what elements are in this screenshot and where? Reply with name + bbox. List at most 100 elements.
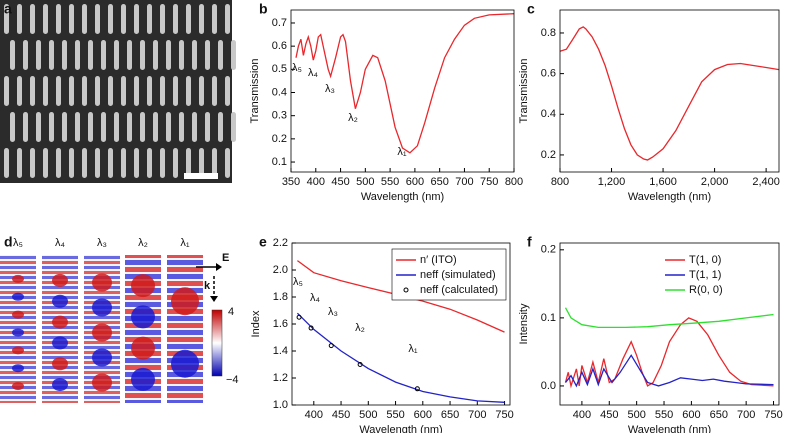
pillar — [173, 148, 178, 178]
pillar — [121, 76, 126, 106]
legend-label: neff (calculated) — [420, 284, 498, 296]
x-tick-label: 550 — [655, 409, 673, 421]
line-series — [295, 13, 515, 154]
legend-label: n′ (ITO) — [420, 254, 457, 266]
data-point — [328, 343, 334, 349]
pillar — [43, 148, 48, 178]
y-axis-label: Index — [250, 310, 262, 337]
field-lobe — [52, 273, 68, 287]
pillar — [231, 112, 236, 142]
pillar — [199, 76, 204, 106]
pillar — [173, 76, 178, 106]
field-lobe — [92, 323, 112, 342]
sem-background — [0, 0, 232, 183]
pillar — [186, 148, 191, 178]
y-tick-label: 0.5 — [272, 63, 287, 75]
pillar — [147, 148, 152, 178]
panel-label: b — [259, 1, 268, 17]
y-tick-label: 0.8 — [541, 27, 556, 39]
pillar — [192, 40, 197, 70]
x-tick-label: 700 — [468, 409, 486, 421]
pillar — [134, 4, 139, 34]
pillar — [205, 112, 210, 142]
x-tick-label: 500 — [359, 409, 377, 421]
panel-label: e — [259, 234, 267, 250]
pillar — [10, 40, 15, 70]
pillar — [140, 112, 145, 142]
pillar — [173, 4, 178, 34]
legend-label: neff (simulated) — [420, 269, 496, 281]
field-label: λ₁ — [180, 237, 190, 249]
pillar — [101, 40, 106, 70]
pillar — [30, 76, 35, 106]
e-label: E — [222, 252, 229, 264]
line-series — [564, 354, 774, 388]
x-tick-label: 650 — [430, 176, 448, 188]
legend-label: T(1, 1) — [689, 269, 721, 281]
pillar — [225, 148, 230, 178]
k-label: k — [204, 280, 211, 292]
y-tick-label: 0.6 — [541, 68, 556, 80]
x-tick-label: 600 — [682, 409, 700, 421]
line-series — [564, 307, 774, 329]
annotation: λ₂ — [348, 112, 358, 124]
pillar — [166, 40, 171, 70]
legend-label: T(1, 0) — [689, 254, 721, 266]
pillar — [153, 40, 158, 70]
x-tick-label: 650 — [441, 409, 459, 421]
annotation: λ₅ — [293, 276, 303, 288]
y-tick-label: 0.3 — [272, 110, 287, 122]
y-tick-label: 0.4 — [272, 86, 287, 98]
pillar — [75, 40, 80, 70]
pillar — [121, 4, 126, 34]
x-tick-label: 450 — [600, 409, 618, 421]
pillar — [36, 40, 41, 70]
field-lobe — [52, 294, 68, 308]
field-label: λ₄ — [55, 237, 66, 249]
pillar — [212, 4, 217, 34]
x-axis-label: Wavelength (nm) — [359, 424, 442, 433]
pillar — [43, 76, 48, 106]
pillar — [212, 76, 217, 106]
pillar — [56, 4, 61, 34]
plot-frame — [559, 9, 780, 173]
pillar — [140, 40, 145, 70]
colorbar — [211, 309, 223, 377]
x-tick-label: 2,400 — [752, 176, 780, 188]
pillar — [160, 76, 165, 106]
pillar — [218, 40, 223, 70]
field-lobe — [131, 274, 155, 298]
annotation: λ₃ — [325, 83, 335, 95]
x-tick-label: 550 — [386, 409, 404, 421]
field-lobe — [12, 310, 24, 319]
annotation: λ₅ — [292, 62, 302, 74]
pillar — [127, 40, 132, 70]
x-tick-label: 500 — [627, 409, 645, 421]
x-axis-label: Wavelength (nm) — [628, 424, 711, 433]
field-lobe — [52, 357, 68, 371]
pillar — [108, 4, 113, 34]
y-tick-label: 0.2 — [541, 244, 556, 256]
pillar — [30, 148, 35, 178]
x-tick-label: 1,600 — [649, 176, 677, 188]
annotation: λ₄ — [308, 67, 319, 79]
x-tick-label: 600 — [414, 409, 432, 421]
y-tick-label: 1.6 — [273, 318, 288, 330]
data-point — [414, 386, 420, 392]
legend-marker — [403, 287, 409, 293]
x-tick-label: 1,200 — [598, 176, 626, 188]
plot-frame — [559, 242, 780, 406]
pillar — [114, 40, 119, 70]
x-tick-label: 750 — [495, 409, 513, 421]
x-tick-label: 350 — [282, 176, 300, 188]
pillar — [186, 76, 191, 106]
pillar — [205, 40, 210, 70]
pillar — [82, 148, 87, 178]
pillar — [179, 40, 184, 70]
pillar — [36, 112, 41, 142]
panel-label: f — [527, 234, 532, 250]
field-lobe — [52, 315, 68, 329]
pillar — [225, 76, 230, 106]
pillar — [23, 40, 28, 70]
data-point — [296, 314, 302, 320]
